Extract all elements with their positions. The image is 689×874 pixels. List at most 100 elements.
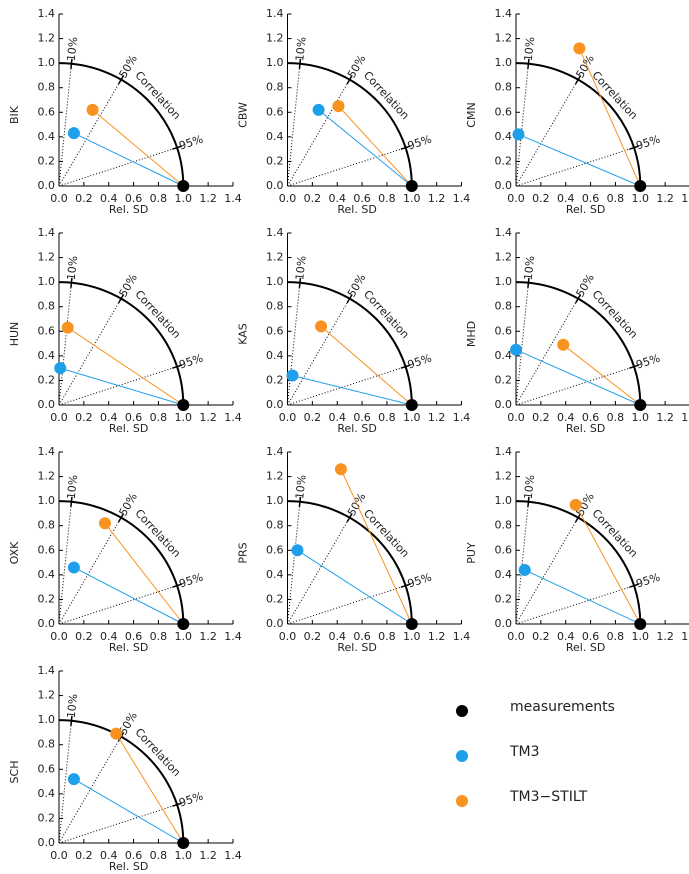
x-tick-label: 1.4 <box>681 411 689 424</box>
correlation-label: 95% <box>177 790 204 810</box>
correlation-line <box>287 63 301 187</box>
x-tick-label: 0.0 <box>50 411 68 424</box>
y-tick-label: 0.6 <box>266 543 284 556</box>
x-tick-label: 1.4 <box>224 630 242 643</box>
y-tick-label: 1.4 <box>38 226 56 239</box>
correlation-tick <box>298 58 302 69</box>
correlation-line <box>287 282 301 406</box>
link-line <box>575 504 641 625</box>
point <box>86 103 99 116</box>
point <box>67 773 80 786</box>
y-axis-label: CMN <box>465 102 478 127</box>
x-tick-label: 0.0 <box>50 849 68 862</box>
link-line <box>73 567 184 625</box>
x-axis-label: Rel. SD <box>566 203 605 216</box>
x-tick-label: 1.2 <box>656 630 674 643</box>
correlation-tick <box>298 496 302 507</box>
x-tick-label: 0.4 <box>557 192 575 205</box>
y-tick-label: 0.2 <box>266 154 284 167</box>
correlation-line <box>58 501 72 625</box>
x-tick-label: 1.0 <box>403 192 421 205</box>
y-tick-label: 0.6 <box>266 105 284 118</box>
correlation-line <box>287 501 301 625</box>
x-tick-label: 1.2 <box>656 192 674 205</box>
x-tick-label: 0.6 <box>353 192 371 205</box>
correlation-label: 10% <box>65 255 80 281</box>
point <box>177 180 190 192</box>
y-tick-label: 0.2 <box>495 154 513 167</box>
x-axis-label: Rel. SD <box>109 641 148 654</box>
unit-arc <box>287 62 413 187</box>
y-tick-label: 0.6 <box>495 324 513 337</box>
x-tick-label: 1.0 <box>632 411 650 424</box>
correlation-label: 10% <box>65 36 80 62</box>
correlation-line <box>58 585 178 625</box>
point <box>557 338 570 351</box>
link-line <box>340 468 413 625</box>
correlation-tick <box>527 496 530 507</box>
x-tick-label: 1.2 <box>656 411 674 424</box>
correlation-label: 95% <box>634 571 661 591</box>
correlation-tick <box>70 496 73 507</box>
correlation-tick <box>172 364 183 369</box>
link-line <box>562 344 641 406</box>
y-axis-label: MHD <box>465 321 478 347</box>
x-tick-label: 0.2 <box>75 192 93 205</box>
y-tick-label: 1.2 <box>495 470 513 483</box>
x-tick-label: 0.2 <box>304 192 322 205</box>
x-tick-label: 0.6 <box>582 630 600 643</box>
unit-arc <box>515 62 642 187</box>
link-line <box>320 325 413 406</box>
point <box>634 399 647 411</box>
point <box>315 320 328 333</box>
link-line <box>578 48 641 187</box>
correlation-label: 95% <box>177 133 204 153</box>
y-tick-label: 0.2 <box>38 811 56 824</box>
correlation-line <box>287 298 351 406</box>
x-tick-label: 1.4 <box>453 630 471 643</box>
x-tick-label: 1.4 <box>681 192 689 205</box>
link-line <box>104 522 184 625</box>
y-tick-label: 0.6 <box>495 105 513 118</box>
x-tick-label: 0.4 <box>100 849 118 862</box>
link-line <box>297 549 413 625</box>
x-tick-label: 0.6 <box>353 411 371 424</box>
correlation-line <box>58 298 122 406</box>
y-tick-label: 1.2 <box>266 32 284 45</box>
point <box>569 498 582 511</box>
x-tick-label: 1.2 <box>199 411 217 424</box>
x-tick-label: 0.6 <box>125 630 143 643</box>
y-axis-label: HUN <box>8 322 21 347</box>
correlation-title: Correlation <box>589 69 640 122</box>
point <box>54 362 67 375</box>
correlation-line <box>287 585 406 625</box>
y-tick-label: 1.0 <box>266 494 284 507</box>
correlation-tick <box>527 58 530 69</box>
point <box>332 100 345 113</box>
correlation-title: Correlation <box>132 507 183 560</box>
correlation-line <box>58 63 72 187</box>
correlation-tick <box>118 293 125 304</box>
unit-arc <box>515 500 642 625</box>
x-tick-label: 0.0 <box>507 411 525 424</box>
y-tick-label: 0.0 <box>495 398 513 411</box>
y-tick-label: 0.8 <box>38 519 56 532</box>
correlation-title: Correlation <box>361 69 412 122</box>
legend-label: measurements <box>510 699 615 715</box>
x-tick-label: 1.4 <box>224 411 242 424</box>
x-tick-label: 1.0 <box>175 192 193 205</box>
y-tick-label: 1.2 <box>38 470 56 483</box>
x-tick-label: 0.2 <box>75 849 93 862</box>
y-tick-label: 0.4 <box>38 130 56 143</box>
x-axis-label: Rel. SD <box>109 422 148 435</box>
x-tick-label: 0.4 <box>100 630 118 643</box>
y-tick-label: 0.0 <box>495 179 513 192</box>
correlation-label: 95% <box>406 133 433 153</box>
correlation-tick <box>346 74 353 85</box>
correlation-label: 95% <box>406 571 433 591</box>
correlation-label: 95% <box>634 133 661 153</box>
x-tick-label: 0.0 <box>50 192 68 205</box>
correlation-title: Correlation <box>589 507 640 560</box>
x-tick-label: 1.2 <box>428 630 446 643</box>
